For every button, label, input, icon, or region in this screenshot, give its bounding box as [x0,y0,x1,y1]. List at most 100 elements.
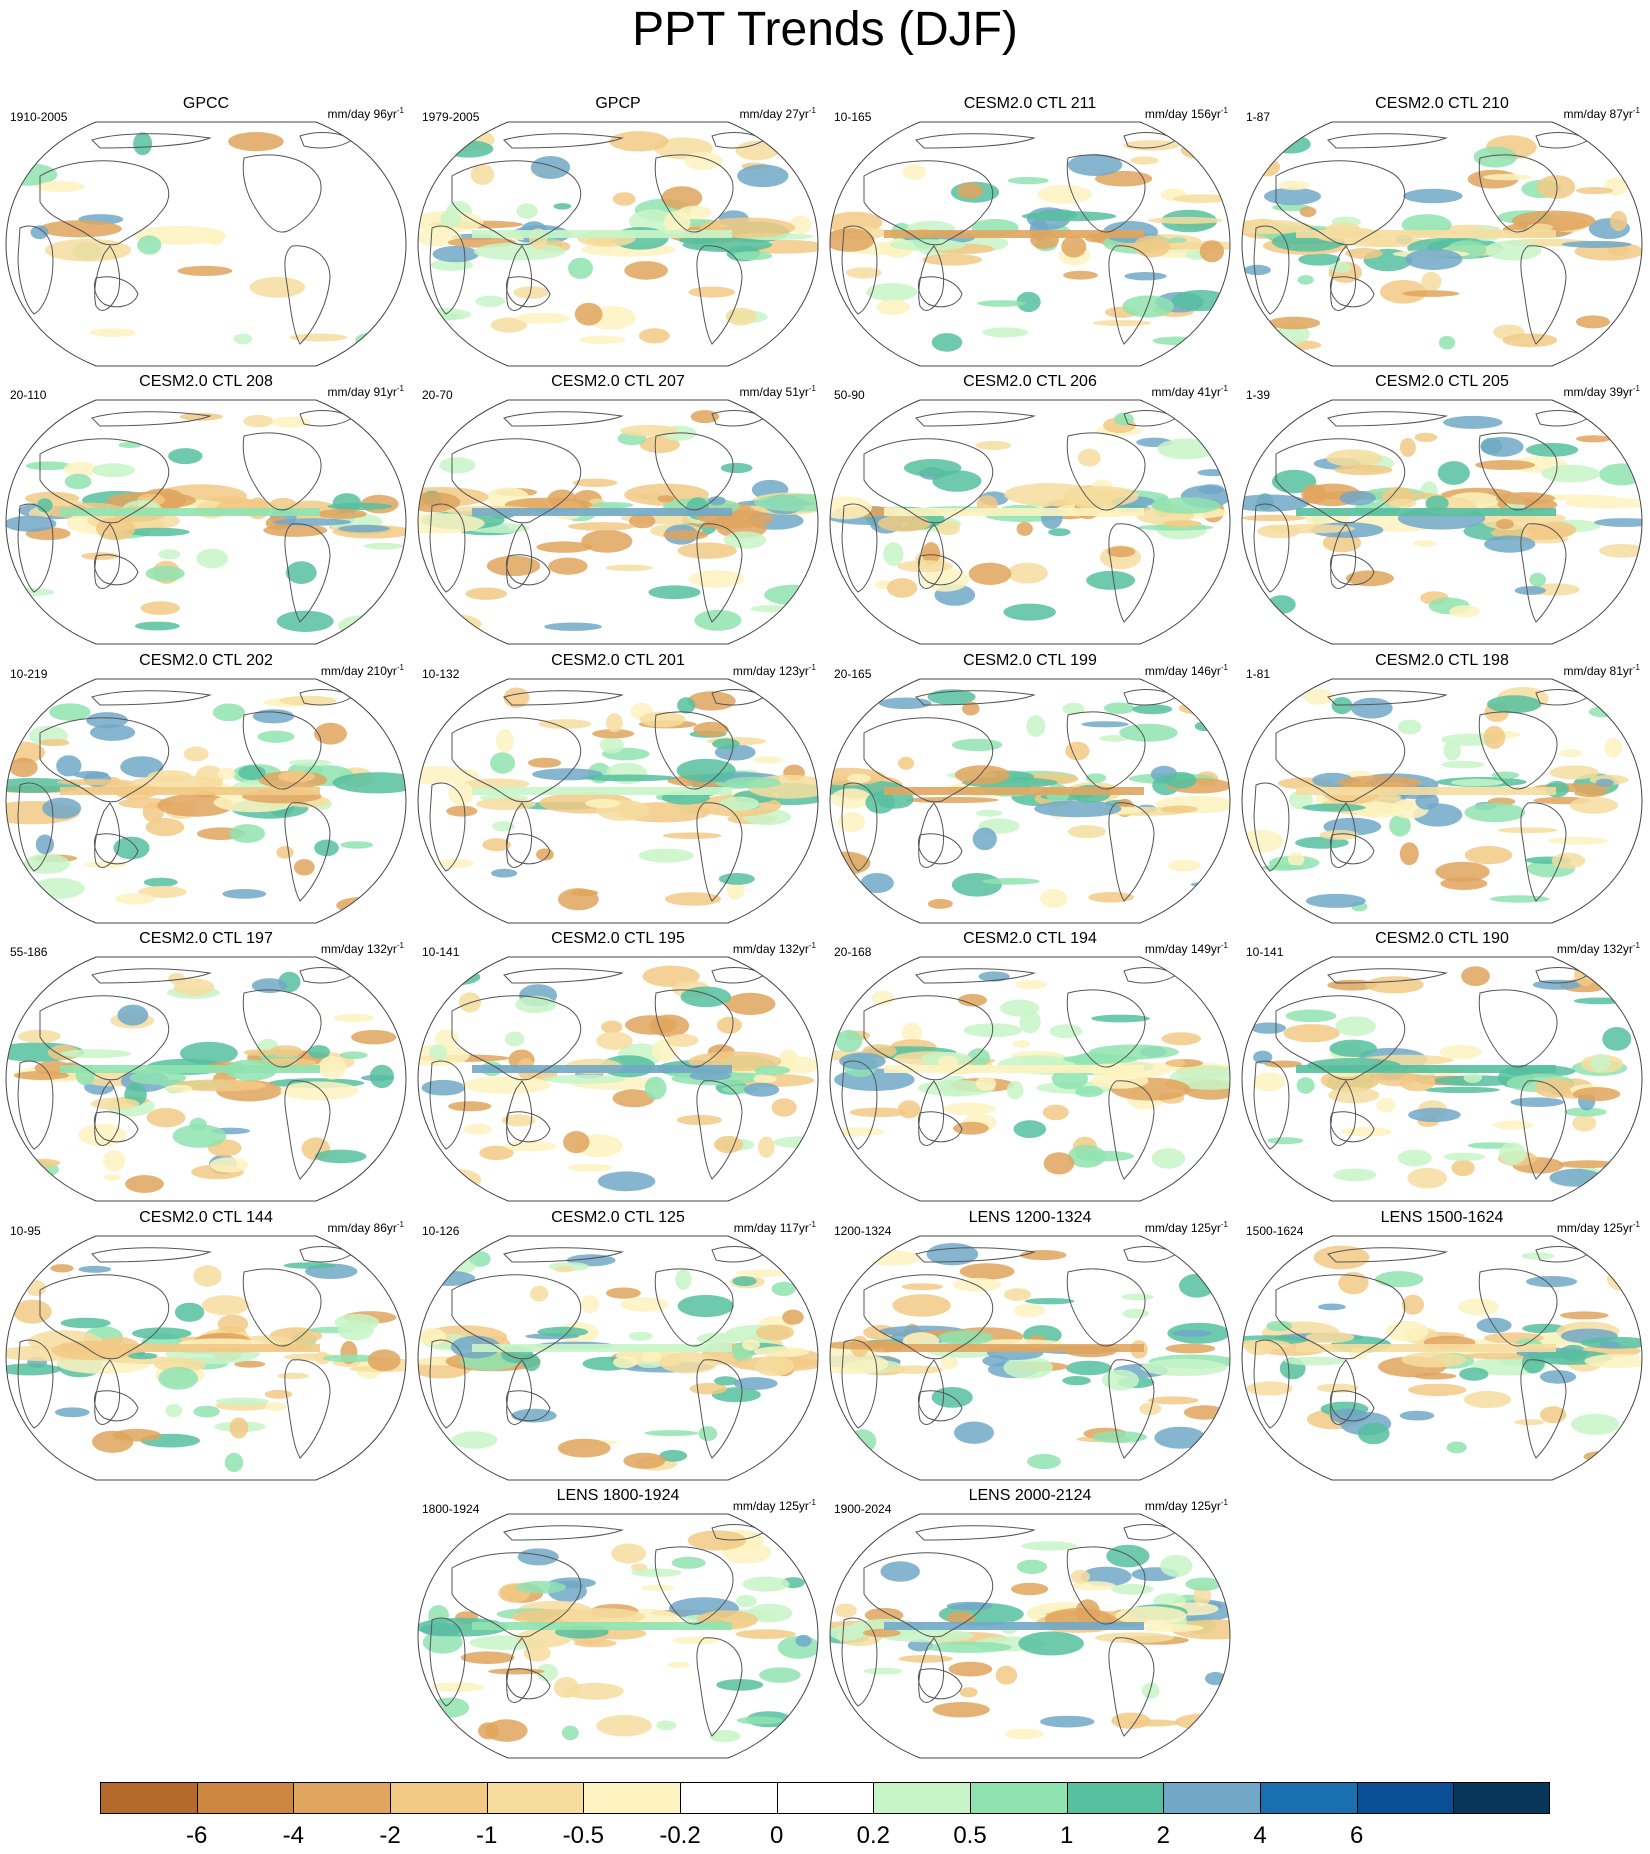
coastline [284,1359,331,1459]
trend-patch [1266,1320,1293,1332]
trend-patch [367,1349,401,1372]
trend-patch [1268,316,1321,330]
coastline [1327,690,1448,706]
trend-patch [13,1299,52,1324]
panel-period-label: 1-81 [1246,667,1271,681]
panel-title: CESM2.0 CTL 190 [1375,930,1509,947]
map-panel: LENS 1200-1324 1200-1324 mm/day 125yr-1 [824,1208,1236,1481]
colorbar-tick-label: 6 [1349,1822,1364,1849]
equatorial-trend-band [472,230,732,238]
panel-unit-label: mm/day 156yr-1 [1145,106,1228,121]
trend-patch [1333,1168,1377,1182]
trend-patch [1250,1022,1286,1034]
trend-patch [753,1346,810,1358]
panel-unit-exponent: -1 [1632,941,1640,950]
trend-patch [1287,852,1305,867]
robinson-map [829,678,1231,924]
panel-unit-exponent: -1 [396,941,404,950]
coastline [917,276,963,308]
trend-patch [1487,695,1542,714]
trend-patch [568,522,635,531]
coastline [1329,1390,1375,1422]
trend-patch [1322,533,1362,553]
trend-patch [677,1294,734,1318]
trend-patch [1049,1024,1083,1039]
trend-patch [1397,1149,1432,1167]
robinson-map [417,956,819,1202]
coastline [1478,711,1558,790]
trend-patch [1350,697,1393,719]
trend-patch [1405,248,1463,270]
coastline [1330,802,1357,868]
coastline [94,245,121,311]
map-border [829,399,1231,645]
trend-patch [1040,1715,1095,1728]
coastline [654,989,734,1068]
panel-title: CESM2.0 CTL 201 [551,652,685,669]
trend-patch [694,609,742,631]
coastline [242,432,322,511]
trend-patch [31,877,85,900]
trend-patch [1154,1426,1206,1449]
robinson-map [829,1235,1231,1481]
trend-patch [269,1045,303,1058]
trend-patch [128,1352,158,1360]
trend-patch [758,1136,775,1158]
colorbar-tick-label: 0.2 [856,1822,891,1849]
trend-patch [1168,237,1187,244]
coastline [1330,1359,1357,1425]
trend-patch [1548,836,1609,845]
panel-title: CESM2.0 CTL 206 [963,373,1097,390]
equatorial-trend-band [472,1344,732,1352]
trend-patch [338,615,383,637]
map-panel: CESM2.0 CTL 198 1-81 mm/day 81yr-1 [1236,651,1648,924]
coastline [242,989,322,1068]
trend-patch [554,1266,575,1273]
coastline [505,554,551,586]
coastline [915,690,1036,706]
trend-patch [1067,154,1123,176]
trend-patch [1166,772,1197,789]
trend-patch [1027,1453,1061,1470]
trend-patch [265,1402,287,1412]
trend-patch [849,1107,908,1118]
panel-unit-exponent: -1 [1220,663,1228,672]
trend-patch [129,1070,187,1085]
trend-patch [1172,1329,1213,1337]
trend-patch [648,585,701,600]
map-panel: CESM2.0 CTL 144 10-95 mm/day 86yr-1 [0,1208,412,1481]
trend-patch [1341,1127,1392,1137]
trend-patch [553,203,572,210]
trend-patch [932,1702,990,1718]
trend-patch [737,164,789,188]
trend-patch [720,462,753,474]
trend-patch [759,1667,801,1683]
panel-unit-text: mm/day 27yr [739,107,809,121]
trend-patch [1357,1422,1390,1445]
trend-patch [1480,436,1524,457]
trend-patch [125,1175,164,1193]
trend-patch [1549,765,1600,780]
trend-patch [138,885,187,898]
trend-patch [1252,1072,1286,1092]
trend-patch [1389,814,1411,837]
trend-patch [511,1408,557,1423]
trend-patch [91,1097,140,1110]
coastline [1330,1080,1357,1146]
trend-patch [733,1377,778,1390]
map-border [5,956,407,1202]
trend-patch [953,1121,989,1135]
trend-patch [581,529,633,553]
trend-patch [1026,715,1046,737]
trend-patch [790,1453,812,1468]
equatorial-trend-band [1296,230,1556,238]
coastline [1108,1359,1155,1459]
trend-patch [369,1064,394,1089]
trend-patch [140,601,180,615]
trend-patch [778,1049,798,1068]
trend-patch [173,978,215,996]
panel-period-label: 1979-2005 [422,110,480,124]
trend-patch [687,691,736,711]
trend-patch [120,756,164,778]
trend-patch [644,1076,667,1100]
